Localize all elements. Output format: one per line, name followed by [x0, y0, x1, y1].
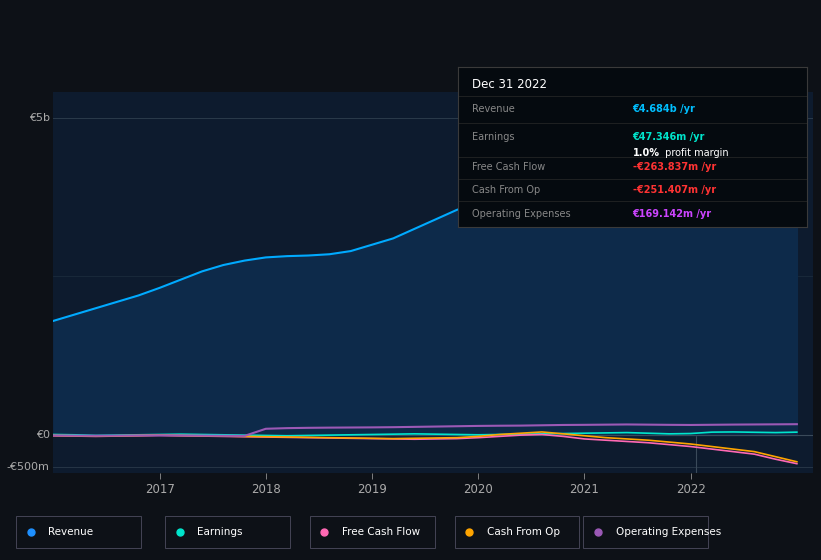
- Text: €5b: €5b: [29, 113, 49, 123]
- Text: Operating Expenses: Operating Expenses: [472, 209, 571, 219]
- Text: €47.346m /yr: €47.346m /yr: [633, 132, 705, 142]
- Text: -€500m: -€500m: [7, 462, 49, 472]
- Text: Cash From Op: Cash From Op: [472, 185, 540, 195]
- Text: €169.142m /yr: €169.142m /yr: [633, 209, 712, 219]
- Text: Free Cash Flow: Free Cash Flow: [342, 526, 420, 536]
- Text: Free Cash Flow: Free Cash Flow: [472, 162, 545, 172]
- Text: €4.684b /yr: €4.684b /yr: [633, 105, 695, 114]
- Text: Dec 31 2022: Dec 31 2022: [472, 78, 547, 91]
- Text: €0: €0: [35, 430, 49, 440]
- Text: -€251.407m /yr: -€251.407m /yr: [633, 185, 716, 195]
- Text: Cash From Op: Cash From Op: [487, 526, 560, 536]
- Text: Revenue: Revenue: [472, 105, 515, 114]
- Text: 1.0%: 1.0%: [633, 148, 659, 157]
- Text: Operating Expenses: Operating Expenses: [616, 526, 721, 536]
- Text: Earnings: Earnings: [197, 526, 243, 536]
- Text: Earnings: Earnings: [472, 132, 515, 142]
- Text: -€263.837m /yr: -€263.837m /yr: [633, 162, 716, 172]
- Text: Revenue: Revenue: [48, 526, 94, 536]
- Text: profit margin: profit margin: [663, 148, 729, 157]
